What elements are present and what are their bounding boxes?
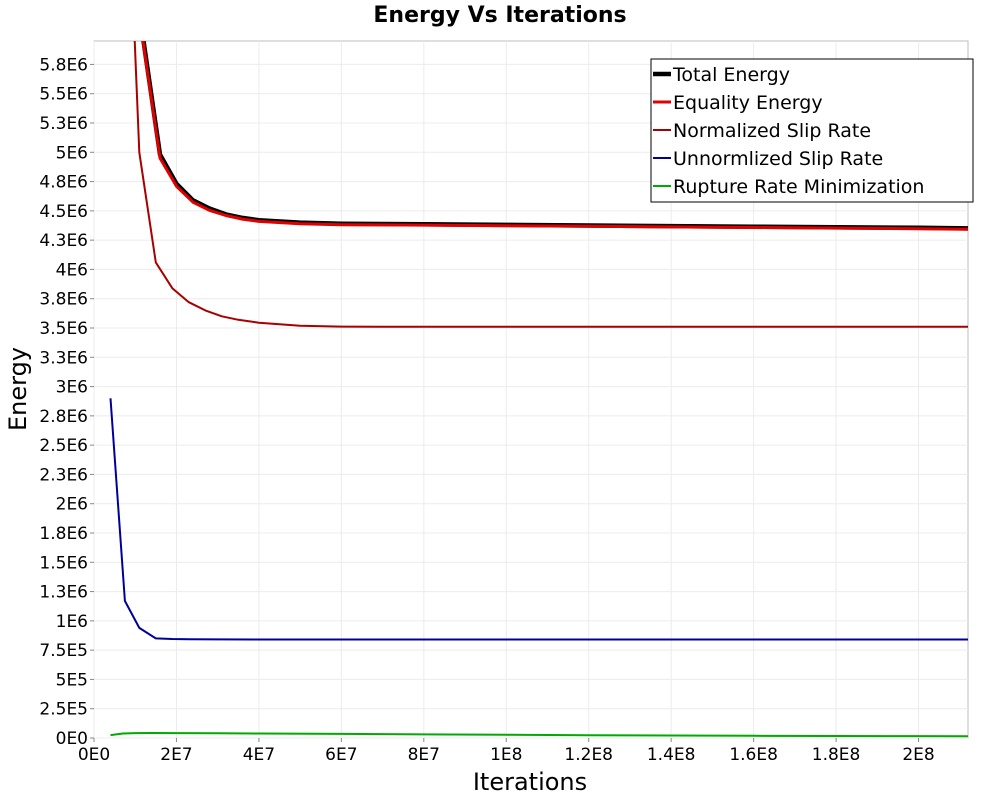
legend-label: Equality Energy [673, 92, 823, 114]
x-tick-label: 2E8 [902, 745, 934, 765]
y-tick-label: 1.8E6 [39, 524, 88, 544]
x-axis: 0E0 2E7 4E7 6E7 8E7 1E8 1.2E8 1.4E8 1.6E8 1.8E8 2E… [78, 738, 935, 765]
legend-box [650, 58, 974, 203]
y-tick-label: 1.3E6 [39, 583, 88, 603]
y-tick-label: 2.8E6 [39, 407, 88, 427]
x-tick-label: 6E7 [325, 745, 357, 765]
x-tick-label: 1.2E8 [564, 745, 613, 765]
legend-label: Unnormlized Slip Rate [673, 148, 883, 170]
y-tick-label: 1.5E6 [39, 553, 88, 573]
y-tick-label: 5.8E6 [39, 55, 88, 75]
y-tick-label: 2.3E6 [39, 465, 88, 485]
y-axis: 0E0 2.5E5 5E5 7.5E5 1E6 1.3E6 1.5E6 1.8E6 2E6 2.3… [39, 55, 94, 749]
series-layer [109, 41, 968, 738]
y-tick-label: 2.5E5 [39, 700, 88, 720]
x-tick-label: 1E8 [490, 745, 522, 765]
y-tick-label: 5.5E6 [39, 85, 88, 105]
y-tick-label: 2E6 [56, 495, 88, 515]
x-tick-label: 1.8E8 [812, 745, 861, 765]
y-tick-label: 5.3E6 [39, 114, 88, 134]
y-tick-label: 5E6 [56, 143, 88, 163]
y-tick-label: 4.5E6 [39, 202, 88, 222]
x-tick-label: 0E0 [78, 745, 110, 765]
y-tick-label: 5E5 [56, 670, 88, 690]
series-line-4 [109, 398, 968, 641]
grid-lines [93, 41, 968, 739]
y-tick-label: 4E6 [56, 260, 88, 280]
legend: Total Energy Equality Energy Normalized Sl… [650, 58, 974, 203]
y-tick-label: 2.5E6 [39, 436, 88, 456]
series-line-5 [110, 732, 968, 738]
y-tick-label: 0E0 [56, 729, 88, 749]
legend-label: Rupture Rate Minimization [673, 176, 924, 198]
y-tick-label: 3.3E6 [39, 348, 88, 368]
series-line-3 [133, 41, 968, 328]
y-tick-label: 7.5E5 [39, 641, 88, 661]
y-tick-label: 3.8E6 [39, 290, 88, 310]
x-tick-label: 8E7 [408, 745, 440, 765]
y-tick-label: 4.3E6 [39, 231, 88, 251]
legend-label: Normalized Slip Rate [673, 120, 871, 142]
x-tick-label: 2E7 [160, 745, 192, 765]
chart-title: Energy Vs Iterations [373, 3, 626, 28]
series-line-2 [141, 41, 968, 231]
x-tick-label: 4E7 [243, 745, 275, 765]
y-axis-label: Energy [4, 347, 32, 431]
x-axis-label: Iterations [473, 768, 587, 796]
x-tick-label: 1.4E8 [647, 745, 696, 765]
legend-label: Total Energy [672, 64, 790, 86]
y-tick-label: 1E6 [56, 612, 88, 632]
y-tick-label: 3.5E6 [39, 319, 88, 339]
y-tick-label: 4.8E6 [39, 173, 88, 193]
y-tick-label: 3E6 [56, 378, 88, 398]
x-tick-label: 1.6E8 [729, 745, 778, 765]
